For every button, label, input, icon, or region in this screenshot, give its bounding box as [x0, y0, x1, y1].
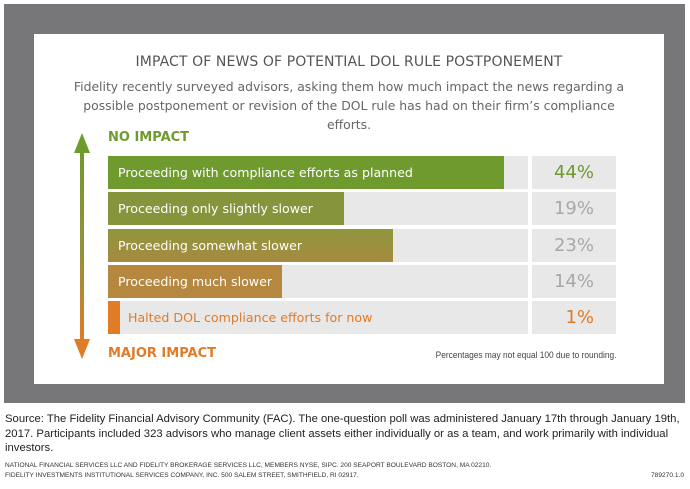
bar-label: Proceeding somewhat slower — [118, 237, 303, 253]
bar-label: Proceeding much slower — [118, 273, 273, 289]
bar-track: Halted DOL compliance efforts for now — [108, 301, 528, 335]
data-label: 1% — [565, 307, 594, 329]
value-cell: 1% — [532, 301, 616, 335]
bar-track: Proceeding with compliance efforts as pl… — [108, 156, 528, 189]
major-impact-label: MAJOR IMPACT — [108, 346, 216, 361]
legal-line-1: NATIONAL FINANCIAL SERVICES LLC AND FIDE… — [5, 462, 492, 469]
bar — [108, 228, 394, 262]
impact-scale-arrow-icon — [74, 133, 90, 359]
data-label: 14% — [553, 270, 594, 292]
no-impact-label: NO IMPACT — [108, 130, 190, 145]
chart-subtitle: Fidelity recently surveyed advisors, ask… — [73, 79, 625, 132]
bar-track: Proceeding much slower — [108, 264, 528, 298]
legal-line-2: FIDELITY INVESTMENTS INSTITUTIONAL SERVI… — [5, 472, 359, 479]
document-code: 789270.1.0 — [650, 472, 684, 479]
bar — [108, 156, 504, 189]
value-cell: 23% — [532, 228, 616, 262]
bar — [108, 301, 121, 335]
bar-label: Proceeding with compliance efforts as pl… — [118, 165, 413, 180]
data-label: 23% — [553, 234, 594, 256]
rounding-note: Percentages may not equal 100 due to rou… — [435, 350, 616, 361]
chart-frame: IMPACT OF NEWS OF POTENTIAL DOL RULE POS… — [4, 4, 685, 403]
value-cell: 14% — [532, 264, 616, 298]
chart-card: IMPACT OF NEWS OF POTENTIAL DOL RULE POS… — [34, 34, 664, 384]
chart-title: IMPACT OF NEWS OF POTENTIAL DOL RULE POS… — [135, 54, 563, 70]
bar-track: Proceeding only slightly slower — [108, 192, 528, 226]
bar-label: Halted DOL compliance efforts for now — [128, 310, 373, 326]
source-note: Source: The Fidelity Financial Advisory … — [5, 413, 680, 454]
bar-track: Proceeding somewhat slower — [108, 228, 528, 262]
data-label: 44% — [553, 162, 594, 183]
bar — [108, 264, 282, 298]
bar — [108, 192, 344, 226]
data-label: 19% — [553, 198, 594, 220]
value-cell: 19% — [532, 192, 616, 226]
legal-disclaimer: NATIONAL FINANCIAL SERVICES LLC AND FIDE… — [5, 461, 491, 481]
value-cell: 44% — [532, 156, 616, 189]
bar-label: Proceeding only slightly slower — [118, 201, 313, 217]
